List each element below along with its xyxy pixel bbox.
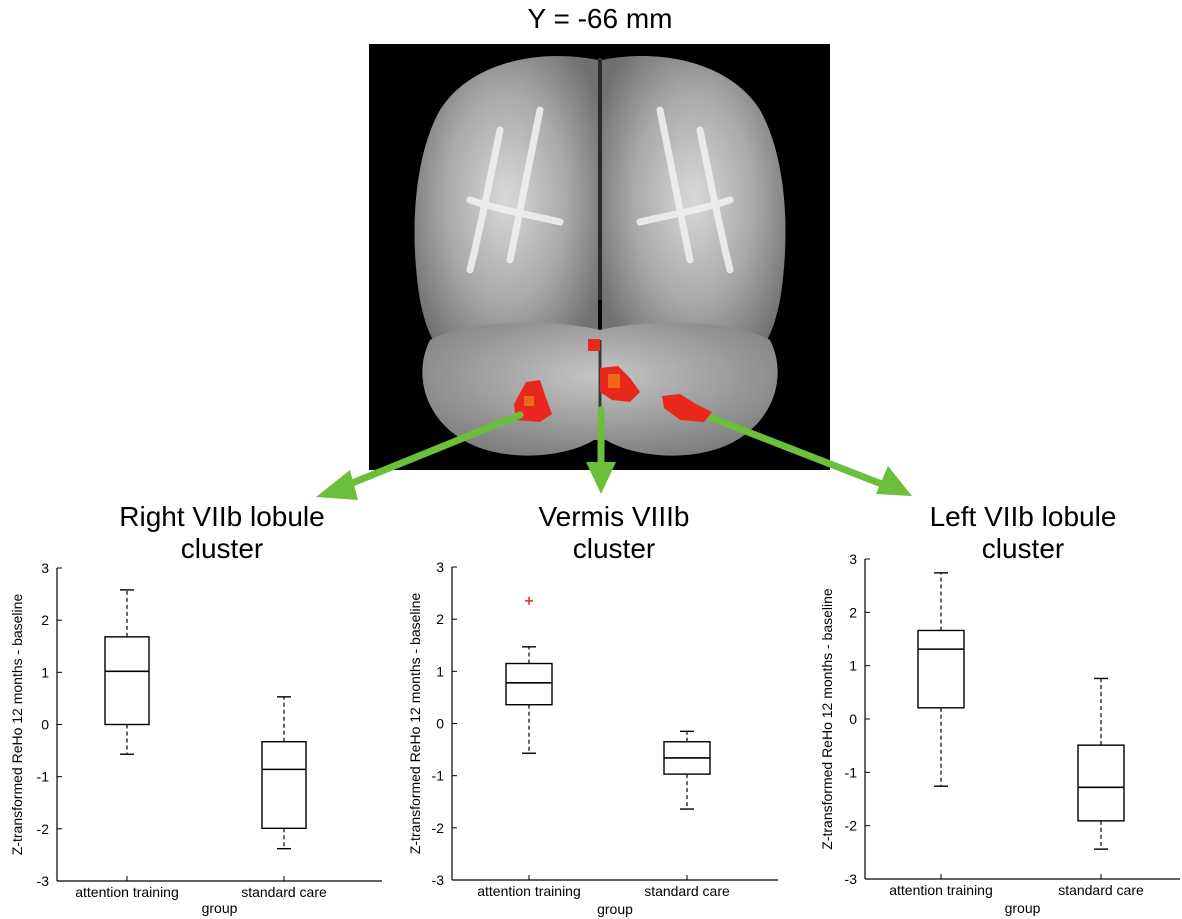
y-tick-label: -2 [432,820,445,836]
y-tick-label: 2 [41,612,49,628]
arrow-right-viib [331,411,524,494]
y-tick-label: -1 [432,768,445,784]
x-tick-label: standard care [241,884,327,900]
y-tick-label: 3 [436,559,444,575]
iqr-box [261,741,307,830]
cluster-left-viib [662,394,712,422]
arrows [316,406,912,500]
panel-title-vermis-line2: cluster [573,533,655,564]
x-tick-label: standard care [644,883,730,899]
y-tick-label: 3 [849,551,857,567]
boxplot-left-viib: -3 -2 -1 0 1 2 3 attention training standard car… [819,551,1180,916]
x-tick-label: attention training [477,883,581,899]
x-tick-label: attention training [889,882,993,898]
boxplot-vermis-viiib: -3 -2 -1 0 1 2 3 attention training standard car… [407,559,778,917]
panel-title-left-line2: cluster [982,533,1064,564]
y-tick-label: 1 [849,658,857,674]
arrowhead-right-viib [316,470,358,500]
y-tick-label: -3 [432,872,445,888]
cluster-vermis-small [588,339,600,351]
brain-slice-image [369,44,830,470]
y-axis-label: Z-transformed ReHo 12 months - baseline [9,594,25,856]
y-tick-label: 1 [436,663,444,679]
y-axis-label: Z-transformed ReHo 12 months - baseline [819,588,835,850]
y-tick-label: -3 [845,871,858,887]
box-attention-training [917,572,965,787]
y-tick-label: 0 [41,717,49,733]
x-tick-label: attention training [75,884,179,900]
panel-title-right-line2: cluster [181,533,263,564]
y-tick-label: -1 [845,764,858,780]
y-tick-label: -1 [37,769,50,785]
y-tick-label: -2 [37,821,50,837]
x-axis-label: group [1005,900,1041,916]
iqr-box [104,636,150,726]
white-matter [466,106,734,274]
box-standard-care [261,696,307,850]
y-tick-label: 0 [849,711,857,727]
box-attention-training [505,596,553,754]
slice-label: Y = -66 mm [528,3,673,34]
right-hemisphere [602,55,786,373]
panel-title-vermis-line1: Vermis VIIIb [539,501,690,532]
x-axis-label: group [597,901,633,917]
arrowhead-left-viib [876,466,912,496]
left-hemisphere [414,55,598,373]
iqr-box [505,662,553,706]
panel-title-right: Right VIIb lobule cluster [119,501,324,564]
box-attention-training [104,589,150,755]
y-tick-label: -3 [37,873,50,889]
panel-title-vermis: Vermis VIIIb cluster [539,501,690,564]
y-tick-label: 2 [849,604,857,620]
y-tick-label: -2 [845,818,858,834]
box-standard-care [1077,677,1125,850]
y-tick-label: 0 [436,716,444,732]
iqr-box [917,629,965,709]
panel-title-left-line1: Left VIIb lobule [930,501,1117,532]
y-tick-label: 3 [41,560,49,576]
y-tick-label: 2 [436,611,444,627]
y-tick-label: 1 [41,664,49,680]
x-axis-label: group [202,900,238,916]
arrow-left-viib [708,414,896,492]
cluster-highlights [524,374,620,406]
outlier-point [525,596,533,605]
arrowhead-vermis [586,462,616,494]
panel-title-left: Left VIIb lobule cluster [930,501,1117,564]
box-standard-care [663,730,711,810]
y-axis-label: Z-transformed ReHo 12 months - baseline [407,593,423,855]
iqr-box [1077,744,1125,822]
panel-title-right-line1: Right VIIb lobule [119,501,324,532]
x-tick-label: standard care [1058,882,1144,898]
boxplot-right-viib: -3 -2 -1 0 1 2 3 attention training standard car… [9,560,382,916]
